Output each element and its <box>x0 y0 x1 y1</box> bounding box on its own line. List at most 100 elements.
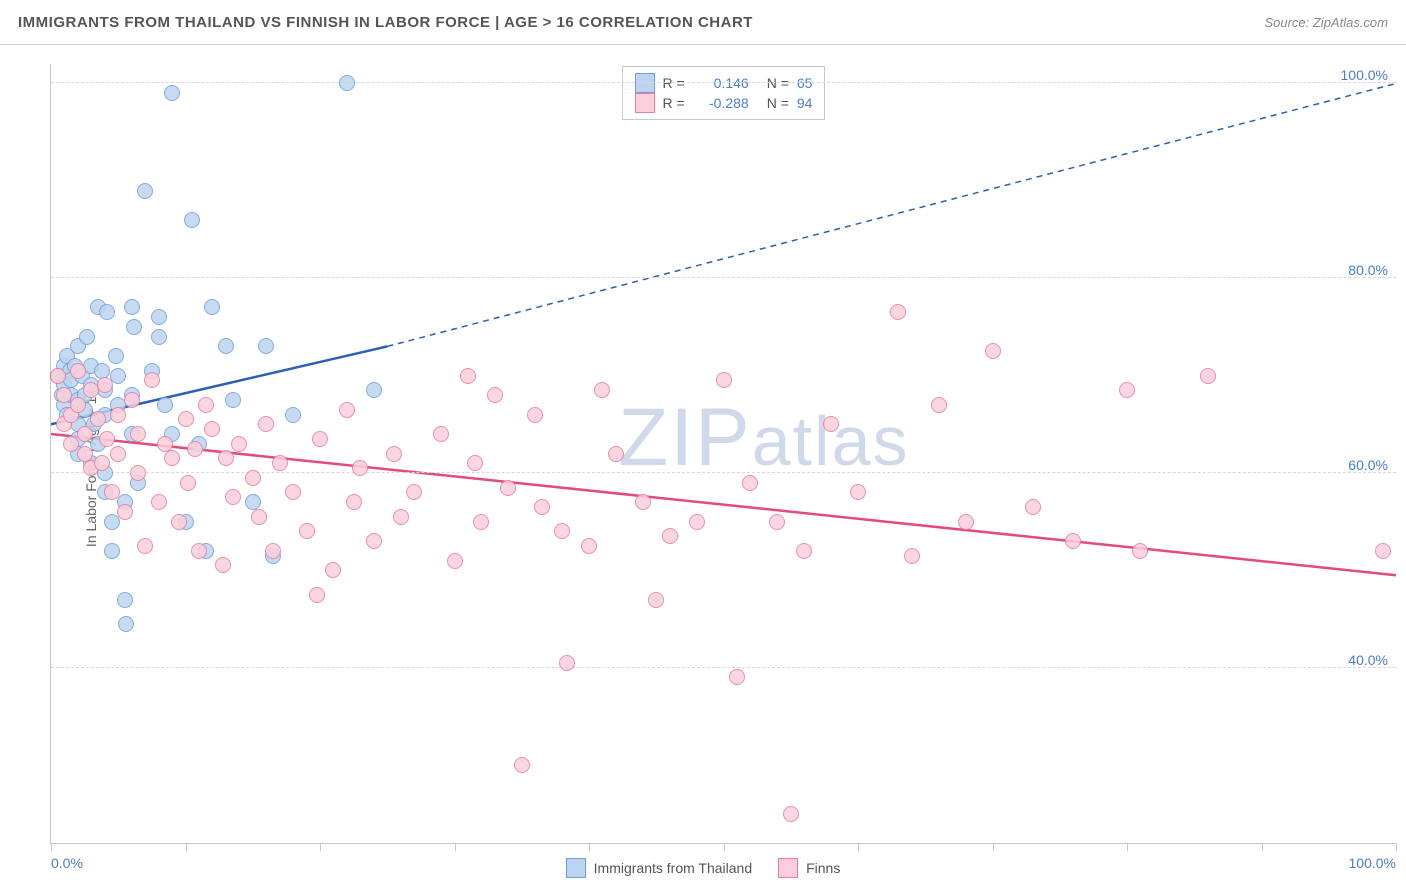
data-point <box>850 484 866 500</box>
data-point <box>187 441 203 457</box>
data-point <box>299 523 315 539</box>
data-point <box>251 509 267 525</box>
data-point <box>184 212 200 228</box>
data-point <box>151 309 167 325</box>
data-point <box>729 669 745 685</box>
data-point <box>554 523 570 539</box>
data-point <box>117 592 133 608</box>
x-tick <box>1127 843 1128 851</box>
data-point <box>126 319 142 335</box>
data-point <box>137 183 153 199</box>
data-point <box>124 392 140 408</box>
data-point <box>164 450 180 466</box>
data-point <box>171 514 187 530</box>
data-point <box>352 460 368 476</box>
data-point <box>110 446 126 462</box>
data-point <box>796 543 812 559</box>
data-point <box>1200 368 1216 384</box>
data-point <box>635 494 651 510</box>
data-point <box>958 514 974 530</box>
data-point <box>393 509 409 525</box>
trend-lines <box>51 64 1396 843</box>
data-point <box>1025 499 1041 515</box>
data-point <box>198 397 214 413</box>
data-point <box>90 411 106 427</box>
plot-region: ZIPatlas R =0.146N =65R =-0.288N =94 40.… <box>50 64 1396 844</box>
data-point <box>79 329 95 345</box>
legend-n-label: N = <box>767 95 789 111</box>
data-point <box>110 407 126 423</box>
legend-label: Immigrants from Thailand <box>594 860 752 876</box>
chart-source: Source: ZipAtlas.com <box>1264 15 1388 30</box>
data-point <box>180 475 196 491</box>
legend-n-value: 94 <box>797 95 813 111</box>
data-point <box>325 562 341 578</box>
data-point <box>157 436 173 452</box>
data-point <box>50 368 66 384</box>
data-point <box>258 416 274 432</box>
data-point <box>117 504 133 520</box>
data-point <box>94 363 110 379</box>
gridline <box>51 277 1396 278</box>
legend-series: Immigrants from ThailandFinns <box>0 858 1406 878</box>
data-point <box>94 455 110 471</box>
data-point <box>245 470 261 486</box>
data-point <box>608 446 624 462</box>
x-tick <box>993 843 994 851</box>
data-point <box>904 548 920 564</box>
data-point <box>285 484 301 500</box>
legend-swatch <box>566 858 586 878</box>
y-tick-label: 80.0% <box>1348 262 1388 278</box>
data-point <box>487 387 503 403</box>
data-point <box>346 494 362 510</box>
data-point <box>339 75 355 91</box>
data-point <box>104 484 120 500</box>
x-tick <box>51 843 52 851</box>
data-point <box>406 484 422 500</box>
data-point <box>386 446 402 462</box>
chart-header: IMMIGRANTS FROM THAILAND VS FINNISH IN L… <box>0 0 1406 45</box>
data-point <box>70 363 86 379</box>
data-point <box>1065 533 1081 549</box>
data-point <box>473 514 489 530</box>
data-point <box>500 480 516 496</box>
data-point <box>204 299 220 315</box>
data-point <box>70 397 86 413</box>
data-point <box>1132 543 1148 559</box>
data-point <box>151 494 167 510</box>
legend-correlation: R =0.146N =65R =-0.288N =94 <box>622 66 826 120</box>
data-point <box>191 543 207 559</box>
legend-swatch <box>778 858 798 878</box>
data-point <box>783 806 799 822</box>
data-point <box>99 431 115 447</box>
data-point <box>309 587 325 603</box>
x-tick <box>186 843 187 851</box>
data-point <box>218 450 234 466</box>
data-point <box>1119 382 1135 398</box>
data-point <box>245 494 261 510</box>
data-point <box>460 368 476 384</box>
x-tick <box>589 843 590 851</box>
source-value: ZipAtlas.com <box>1313 15 1388 30</box>
gridline <box>51 667 1396 668</box>
data-point <box>689 514 705 530</box>
data-point <box>594 382 610 398</box>
data-point <box>218 338 234 354</box>
x-tick <box>724 843 725 851</box>
legend-swatch <box>635 93 655 113</box>
x-tick <box>455 843 456 851</box>
legend-r-value: -0.288 <box>693 95 749 111</box>
data-point <box>265 543 281 559</box>
y-tick-label: 60.0% <box>1348 457 1388 473</box>
data-point <box>110 368 126 384</box>
data-point <box>144 372 160 388</box>
y-tick-label: 40.0% <box>1348 652 1388 668</box>
data-point <box>527 407 543 423</box>
chart-title: IMMIGRANTS FROM THAILAND VS FINNISH IN L… <box>18 14 753 31</box>
data-point <box>742 475 758 491</box>
data-point <box>108 348 124 364</box>
x-tick <box>858 843 859 851</box>
data-point <box>890 304 906 320</box>
chart-area: In Labor Force | Age > 16 ZIPatlas R =0.… <box>0 44 1406 892</box>
data-point <box>716 372 732 388</box>
